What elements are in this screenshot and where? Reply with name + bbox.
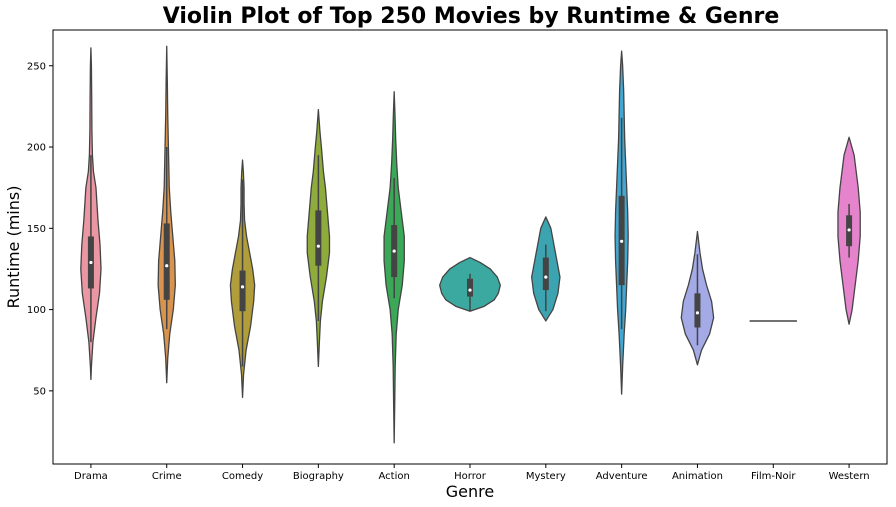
x-tick-label: Animation bbox=[672, 471, 723, 482]
y-axis-label: Runtime (mins) bbox=[4, 186, 23, 309]
violin-median bbox=[316, 244, 320, 248]
violin-iqr-box bbox=[467, 278, 473, 297]
violin-median bbox=[544, 275, 548, 279]
y-tick-label: 50 bbox=[33, 386, 46, 397]
violin-iqr-box bbox=[163, 223, 170, 300]
x-tick-label: Horror bbox=[454, 471, 487, 482]
axes-frame bbox=[52, 29, 888, 465]
violin-median bbox=[89, 260, 93, 265]
x-tick-label: Drama bbox=[74, 471, 108, 482]
violin-median bbox=[240, 285, 245, 289]
x-tick-label: Action bbox=[379, 471, 410, 482]
violin-iqr-box bbox=[542, 257, 549, 291]
x-tick-label: Comedy bbox=[222, 471, 263, 482]
violin-median bbox=[165, 264, 169, 268]
violin-median bbox=[468, 288, 472, 292]
violin-median bbox=[847, 228, 851, 232]
x-tick-label: Adventure bbox=[596, 471, 648, 482]
x-tick-label: Western bbox=[829, 471, 870, 482]
violin-median bbox=[695, 311, 700, 315]
y-tick-label: 100 bbox=[27, 305, 46, 316]
violin-median bbox=[620, 239, 624, 243]
x-tick-label: Film-Noir bbox=[751, 471, 796, 482]
y-tick-label: 250 bbox=[27, 61, 46, 72]
violin-iqr-box bbox=[239, 270, 246, 312]
violin-iqr-box bbox=[315, 210, 322, 266]
y-tick-label: 150 bbox=[27, 224, 46, 235]
chart-title: Violin Plot of Top 250 Movies by Runtime… bbox=[163, 4, 780, 29]
plot-area: 50 100 150 200 250 Drama Crime Comedy Biography A… bbox=[27, 45, 870, 482]
y-tick-label: 200 bbox=[27, 143, 46, 154]
x-tick-label: Crime bbox=[152, 471, 182, 482]
x-axis-label: Genre bbox=[446, 482, 494, 501]
violin-median bbox=[392, 249, 396, 253]
x-tick-label: Biography bbox=[293, 471, 344, 482]
violin-iqr-box bbox=[694, 293, 701, 328]
x-tick-label: Mystery bbox=[526, 471, 566, 482]
